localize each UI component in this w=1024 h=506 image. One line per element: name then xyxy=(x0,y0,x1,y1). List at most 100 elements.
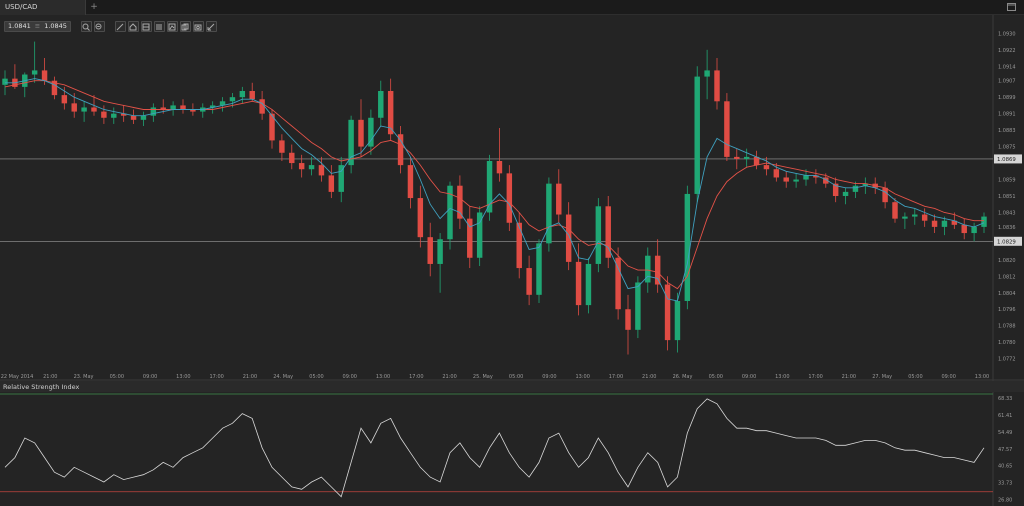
candle xyxy=(447,181,453,250)
time-tick-label: 09:00 xyxy=(542,374,556,380)
candle-body xyxy=(832,183,839,196)
candle xyxy=(595,198,602,273)
candle-body xyxy=(190,109,196,112)
candle-body xyxy=(773,169,780,178)
candle-body xyxy=(160,107,166,110)
maximize-icon[interactable] xyxy=(1007,3,1016,11)
candle xyxy=(506,165,513,231)
candle xyxy=(496,128,503,182)
candle xyxy=(832,177,839,203)
candle xyxy=(358,99,364,157)
candle xyxy=(427,222,433,277)
candle-body xyxy=(91,107,97,112)
rsi-tick-label: 68.33 xyxy=(998,396,1012,402)
candle xyxy=(516,212,522,279)
list-icon[interactable] xyxy=(153,21,165,32)
measure-icon[interactable] xyxy=(205,21,217,32)
candle xyxy=(31,41,38,83)
candle-body xyxy=(585,263,592,306)
candle xyxy=(635,276,641,339)
candle-body xyxy=(971,226,977,234)
candle xyxy=(546,177,552,252)
candle-body xyxy=(961,224,967,234)
candle xyxy=(387,78,394,141)
chart-canvas[interactable]: 1.0930 1.0922 1.0914 1.0907 1.0899 1.0891 1.08… xyxy=(0,15,1024,506)
candle-body xyxy=(506,173,513,223)
candle xyxy=(51,76,58,100)
candle-body xyxy=(101,111,107,118)
candle xyxy=(219,97,226,112)
chart-background xyxy=(0,15,1024,506)
tab-usdcad[interactable]: USD/CAD xyxy=(0,0,86,15)
time-tick-label: 05:00 xyxy=(110,374,124,380)
candle-body xyxy=(645,255,651,283)
candle xyxy=(239,86,246,104)
candle-body xyxy=(931,220,938,227)
candle xyxy=(81,101,87,122)
time-tick-label: 21:00 xyxy=(842,374,856,380)
candle xyxy=(467,206,473,269)
price-tick-label: 1.0851 xyxy=(998,194,1016,200)
zoom-out-icon[interactable] xyxy=(93,21,105,32)
candle-body xyxy=(951,220,958,225)
rsi-tick-label: 54.49 xyxy=(998,430,1012,436)
time-tick-label: 09:00 xyxy=(942,374,956,380)
price-tick-label: 1.0922 xyxy=(998,48,1016,54)
level-label-upper-bg xyxy=(994,154,1022,164)
rsi-tick-label: 47.57 xyxy=(998,447,1012,453)
candle xyxy=(397,126,404,174)
candle xyxy=(279,134,285,161)
rsi-line xyxy=(4,398,985,498)
candle-body xyxy=(941,220,948,227)
candle-body xyxy=(842,191,849,196)
quote-box: 1.0841 ≡ 1.0845 xyxy=(4,21,71,32)
candle-body xyxy=(209,105,216,108)
candle xyxy=(298,154,305,178)
candle xyxy=(368,109,374,155)
candle xyxy=(140,111,147,126)
candle-body xyxy=(467,218,473,258)
time-tick-label: 21:00 xyxy=(43,374,57,380)
add-tab-button[interactable]: + xyxy=(90,2,98,12)
candle-body xyxy=(368,117,374,147)
candle-body xyxy=(397,134,404,166)
indicator-title: Relative Strength Index xyxy=(3,383,80,391)
layers-icon[interactable] xyxy=(140,21,152,32)
time-tick-label: 23. May xyxy=(74,374,94,380)
candle-body xyxy=(714,70,720,102)
draw-line-icon[interactable] xyxy=(114,21,126,32)
chart-area[interactable]: 1.0930 1.0922 1.0914 1.0907 1.0899 1.0891 1.08… xyxy=(0,15,1024,506)
candle-body xyxy=(269,113,275,141)
candle-body xyxy=(981,216,987,227)
candle-body xyxy=(51,80,58,96)
candle-body xyxy=(912,214,918,217)
chart-icon[interactable] xyxy=(166,21,178,32)
time-tick-label: 13:00 xyxy=(575,374,589,380)
candle xyxy=(476,206,483,266)
zoom-in-icon[interactable] xyxy=(80,21,92,32)
candle-body xyxy=(743,156,750,159)
candle-body xyxy=(526,268,532,295)
candle-body xyxy=(575,261,582,306)
candle-body xyxy=(862,183,869,186)
candle xyxy=(882,181,888,209)
candle xyxy=(842,187,849,205)
ma-slow-line xyxy=(4,80,984,290)
candle-body xyxy=(140,115,147,120)
price-tick-label: 1.0875 xyxy=(998,145,1016,151)
house-icon[interactable] xyxy=(127,21,139,32)
candle-body xyxy=(378,91,384,118)
candle xyxy=(249,82,255,102)
candle-body xyxy=(437,239,443,264)
candle xyxy=(763,156,770,176)
candle xyxy=(417,185,424,248)
time-tick-label: 05:00 xyxy=(509,374,523,380)
candle-body xyxy=(556,183,562,215)
chart-toolbar: 1.0841 ≡ 1.0845 xyxy=(4,21,217,33)
rsi-tick-label: 33.73 xyxy=(998,481,1012,487)
candle xyxy=(704,49,710,100)
candle xyxy=(902,212,908,229)
camera-icon[interactable] xyxy=(192,21,204,32)
ask-price: 1.0845 xyxy=(44,22,67,30)
copy-icon[interactable] xyxy=(179,21,191,32)
